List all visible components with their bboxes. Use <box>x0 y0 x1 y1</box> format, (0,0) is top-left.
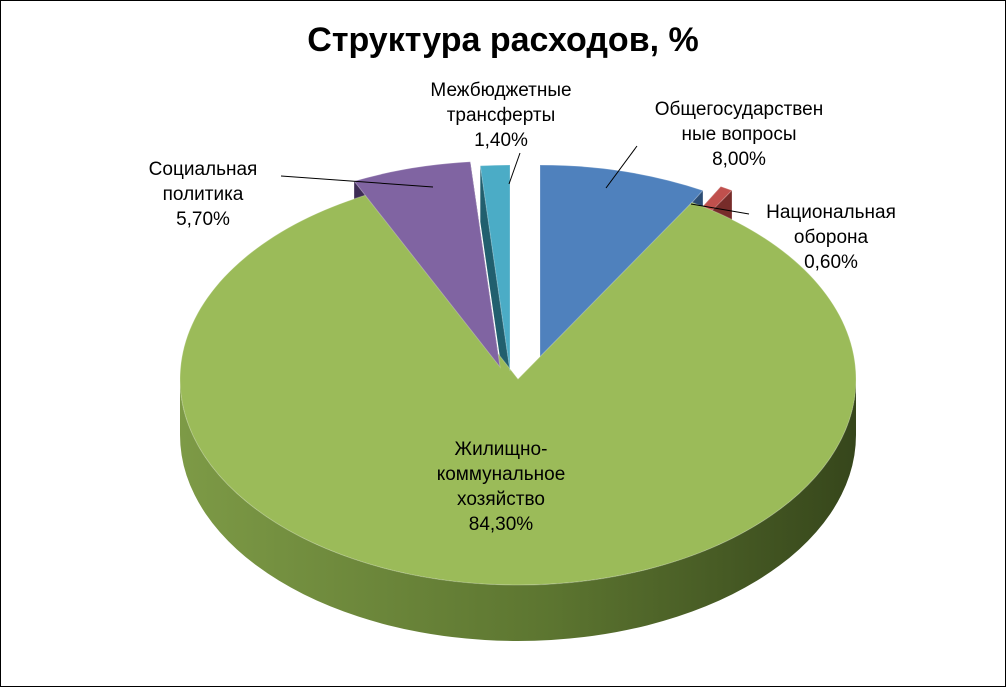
leader-line-general-affairs <box>605 145 638 189</box>
leader-line-interbudget-transfers <box>508 152 521 185</box>
slice-label-general-affairs: Общегосударствен ные вопросы 8,00% <box>654 99 824 170</box>
slice-label-housing-utilities: Жилищно- коммунальное хозяйство 84,30% <box>436 439 566 535</box>
slice-wall-housing-utilities <box>180 379 856 641</box>
pie-slice-housing-utilities <box>179 192 857 586</box>
slice-label-interbudget-transfers: Межбюджетные трансферты 1,40% <box>430 80 572 151</box>
slice-label-social-policy: Социальная политика 5,70% <box>148 159 258 230</box>
slice-label-national-defense: Национальная оборона 0,60% <box>766 202 896 273</box>
chart-title: Структура расходов, % <box>307 21 699 59</box>
pie-slice-interbudget-transfers <box>479 164 511 372</box>
leader-line-national-defense <box>690 203 750 215</box>
leader-line-social-policy <box>280 175 434 188</box>
